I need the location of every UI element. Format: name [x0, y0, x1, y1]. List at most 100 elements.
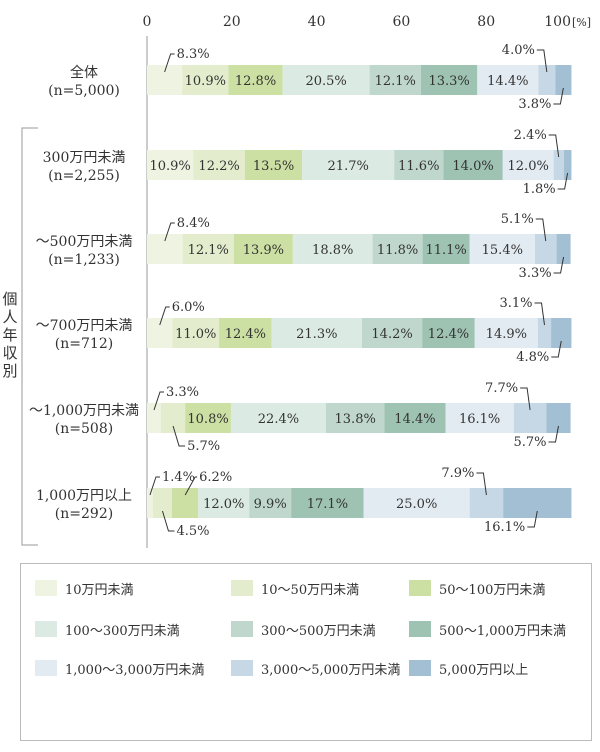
bar-segment	[534, 234, 557, 264]
group-label-char: 個	[2, 290, 17, 308]
bar-segment	[551, 318, 572, 348]
x-tick-label: 60	[392, 14, 410, 30]
bar-segment	[291, 488, 364, 518]
bar-segment	[474, 318, 538, 348]
category-n-label: (n=712)	[55, 336, 113, 352]
bar-segment	[219, 318, 272, 348]
data-label: 13.5%	[253, 159, 294, 174]
bars	[147, 65, 572, 518]
bar-segment	[147, 65, 183, 95]
data-label: 8.4%	[177, 216, 210, 231]
x-tick-label: 20	[223, 14, 241, 30]
data-label: 4.0%	[502, 43, 535, 58]
bar-segment	[420, 65, 478, 95]
data-label: 4.5%	[176, 524, 209, 539]
x-axis: 0 20 40 60 80 100 [%]	[143, 14, 591, 548]
bar-segment	[469, 234, 535, 264]
data-label: 1.4%	[162, 470, 195, 485]
legend-item: 500～1,000万円未満	[409, 619, 566, 639]
data-label: 10.9%	[149, 159, 190, 174]
legend-label: 5,000万円以上	[439, 662, 529, 678]
group-label-char: 人	[2, 308, 17, 326]
bar-segment	[445, 403, 514, 433]
bar-segment	[271, 318, 362, 348]
bar-segment	[147, 150, 194, 180]
group-label-char: 別	[2, 362, 17, 380]
category-label: 300万円未満	[43, 150, 126, 166]
data-label: 12.1%	[375, 74, 416, 89]
legend-label: 10万円未満	[65, 582, 134, 598]
legend-item: 10万円未満	[35, 578, 134, 598]
bar-segment	[147, 318, 173, 348]
label-leader-line	[548, 425, 559, 443]
bar-segment	[361, 318, 423, 348]
data-label: 17.1%	[307, 497, 348, 512]
category-n-label: (n=1,233)	[48, 252, 120, 268]
data-label: 11.0%	[175, 327, 216, 342]
data-label: 18.8%	[312, 243, 353, 258]
bar-segment	[363, 488, 470, 518]
data-label: 6.0%	[172, 300, 205, 315]
bar-segment	[182, 65, 229, 95]
data-labels: 8.3% 10.9% 12.8% 20.5% 12.1% 13.3% 14.4% 4.0% 3.…	[149, 43, 569, 539]
bar-segment	[422, 318, 475, 348]
legend-swatch	[231, 621, 253, 637]
data-label: 21.3%	[296, 327, 337, 342]
data-label: 12.8%	[235, 74, 276, 89]
data-label: 12.2%	[198, 159, 239, 174]
legend-item: 100～300万円未満	[35, 619, 180, 639]
category-label: ～500万円未満	[36, 234, 133, 250]
data-label: 7.7%	[485, 381, 518, 396]
legend-swatch	[35, 660, 57, 676]
data-label: 12.4%	[428, 327, 469, 342]
bar-segment	[369, 65, 421, 95]
label-leader-line	[164, 222, 175, 242]
legend-item: 50～100万円未満	[409, 578, 545, 598]
data-label: 5.7%	[187, 439, 220, 454]
label-leader-line	[536, 49, 548, 73]
data-label: 11.1%	[425, 243, 466, 258]
bar-segment	[147, 234, 183, 264]
label-leader-line	[553, 87, 564, 105]
data-label: 13.3%	[428, 74, 469, 89]
data-label: 3.1%	[499, 296, 532, 311]
legend-swatch	[409, 580, 431, 596]
label-leader-line	[149, 476, 160, 496]
label-leader-line	[164, 53, 175, 73]
data-label: 20.5%	[305, 74, 346, 89]
bar-segment	[193, 150, 245, 180]
legend-swatch	[35, 621, 57, 637]
bar-segment	[249, 488, 292, 518]
bar-segment	[443, 150, 503, 180]
data-label: 12.0%	[508, 159, 549, 174]
data-label: 13.9%	[243, 243, 284, 258]
bar-segment	[556, 234, 571, 264]
bar-segment	[185, 403, 231, 433]
data-label: 3.8%	[518, 97, 551, 112]
legend-swatch	[35, 580, 57, 596]
data-label: 1.8%	[523, 182, 556, 197]
label-leader-line	[476, 472, 487, 496]
x-unit-label: [%]	[572, 16, 591, 29]
category-n-label: (n=292)	[55, 506, 113, 522]
legend-swatch	[409, 660, 431, 676]
bar-segment	[292, 234, 373, 264]
data-label: 14.9%	[486, 327, 527, 342]
legend-item: 3,000～5,000万円未満	[231, 658, 400, 678]
data-label: 4.8%	[516, 350, 549, 365]
bar-segment	[147, 403, 161, 433]
data-label: 11.8%	[377, 243, 418, 258]
label-leader-line	[551, 340, 562, 358]
data-label: 8.3%	[177, 47, 210, 62]
legend-label: 500～1,000万円未満	[439, 623, 567, 639]
legend-label: 10～50万円未満	[261, 582, 360, 598]
label-leader-line	[557, 172, 569, 190]
legend-item: 300～500万円未満	[231, 619, 376, 639]
bar-segment	[477, 65, 539, 95]
bar-segment	[230, 403, 326, 433]
bar-segment	[325, 403, 385, 433]
bar-segment	[502, 150, 554, 180]
legend-swatch	[231, 580, 253, 596]
bar-segment	[302, 150, 395, 180]
label-leader-line	[161, 510, 175, 532]
